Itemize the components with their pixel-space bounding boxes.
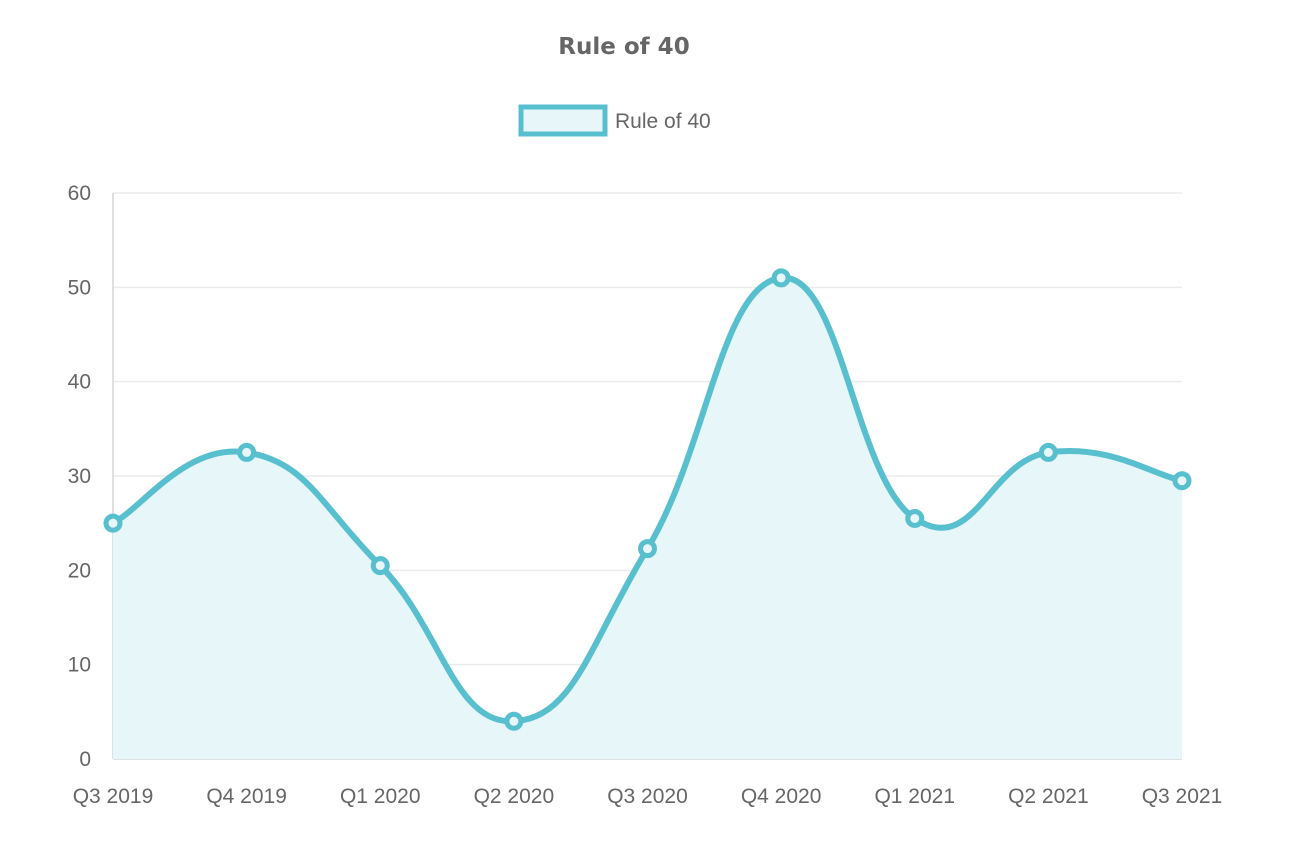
series-area-fill: [113, 277, 1182, 759]
x-tick-label: Q2 2021: [1008, 785, 1089, 808]
x-tick-label: Q4 2019: [206, 785, 287, 808]
y-axis: 0 10 20 30 40 50 60: [68, 182, 91, 771]
x-tick-label: Q3 2021: [1142, 785, 1223, 808]
legend-swatch: [518, 104, 608, 137]
data-point[interactable]: [1172, 471, 1192, 491]
data-point[interactable]: [905, 508, 925, 528]
data-point[interactable]: [370, 556, 390, 576]
chart-title: Rule of 40: [558, 34, 690, 60]
data-point[interactable]: [103, 513, 123, 533]
y-tick-label: 20: [68, 559, 91, 582]
x-axis: Q3 2019 Q4 2019 Q1 2020 Q2 2020 Q3 2020 Q4 20…: [73, 785, 1223, 808]
y-tick-label: 50: [68, 276, 91, 299]
y-tick-label: 30: [68, 465, 91, 488]
data-point[interactable]: [771, 268, 791, 288]
data-point[interactable]: [1038, 442, 1058, 462]
x-tick-label: Q3 2020: [607, 785, 688, 808]
x-tick-label: Q4 2020: [741, 785, 822, 808]
data-point[interactable]: [504, 711, 524, 731]
data-point[interactable]: [638, 539, 657, 559]
y-tick-label: 40: [68, 371, 91, 394]
y-tick-label: 0: [79, 748, 91, 771]
data-points: [103, 268, 1192, 731]
y-tick-label: 60: [68, 182, 91, 205]
x-tick-label: Q2 2020: [474, 785, 555, 808]
series-line: [110, 274, 1185, 725]
legend[interactable]: Rule of 40: [518, 104, 711, 137]
data-point[interactable]: [237, 442, 257, 462]
y-tick-label: 10: [68, 654, 91, 677]
legend-label: Rule of 40: [615, 110, 711, 133]
x-tick-label: Q1 2021: [874, 785, 955, 808]
x-tick-label: Q3 2019: [73, 785, 154, 808]
x-tick-label: Q1 2020: [340, 785, 421, 808]
